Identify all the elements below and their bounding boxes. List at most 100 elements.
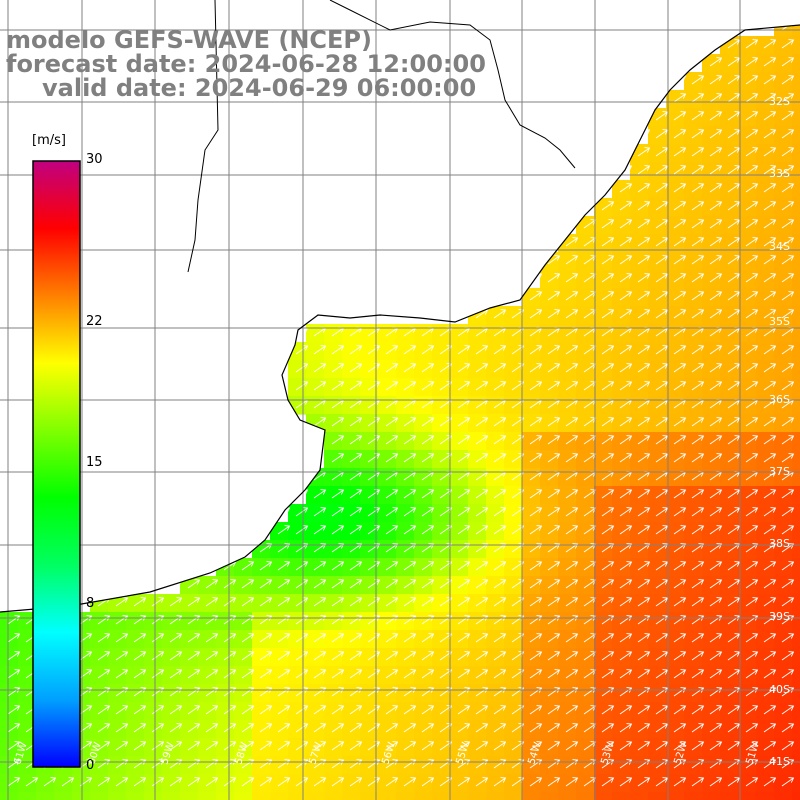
wind-arrow — [565, 615, 579, 625]
wind-arrow — [655, 237, 669, 247]
wind-arrow — [493, 489, 507, 499]
wind-arrow — [277, 705, 291, 715]
wind-arrow — [619, 381, 633, 391]
wind-cell — [666, 108, 685, 127]
wind-cell — [630, 774, 649, 793]
wind-cell — [324, 450, 343, 469]
wind-cell — [288, 720, 307, 739]
wind-cell — [378, 414, 397, 433]
wind-arrow — [349, 381, 363, 391]
wind-cell — [774, 576, 793, 595]
wind-cell — [666, 558, 685, 577]
wind-cell — [540, 576, 559, 595]
wind-cell — [486, 306, 505, 325]
wind-cell — [468, 648, 487, 667]
wind-cell — [684, 72, 703, 91]
wind-arrow — [295, 597, 309, 607]
wind-arrow — [709, 615, 723, 625]
wind-arrow — [223, 777, 237, 787]
wind-cell — [594, 234, 613, 253]
wind-cell — [774, 432, 793, 451]
wind-cell — [630, 198, 649, 217]
wind-cell — [630, 738, 649, 757]
wind-cell — [576, 468, 595, 487]
wind-arrow — [277, 579, 291, 589]
wind-arrow — [349, 363, 363, 373]
wind-cell — [576, 666, 595, 685]
wind-cell — [576, 486, 595, 505]
wind-arrow — [151, 723, 165, 733]
wind-arrow — [781, 759, 795, 769]
wind-arrow — [313, 561, 327, 571]
wind-arrow — [457, 723, 471, 733]
wind-arrow — [781, 741, 795, 751]
wind-cell — [342, 702, 361, 721]
wind-arrow — [151, 741, 165, 751]
wind-cell — [558, 738, 577, 757]
wind-cell — [234, 774, 253, 793]
wind-cell — [702, 522, 721, 541]
wind-arrow — [763, 255, 777, 265]
wind-cell — [630, 360, 649, 379]
wind-arrow — [205, 777, 219, 787]
colorbar-tick-label: 30 — [86, 152, 103, 167]
wind-cell — [594, 648, 613, 667]
wind-cell — [450, 612, 469, 631]
wind-arrow — [313, 489, 327, 499]
wind-cell — [720, 576, 739, 595]
wind-cell — [738, 414, 757, 433]
wind-cell — [792, 666, 800, 685]
wind-cell — [378, 774, 397, 793]
wind-arrow — [727, 309, 741, 319]
wind-cell — [558, 504, 577, 523]
wind-arrow — [475, 381, 489, 391]
wind-cell — [648, 558, 667, 577]
wind-arrow — [655, 417, 669, 427]
wind-cell — [702, 108, 721, 127]
wind-cell — [72, 792, 91, 800]
wind-arrow — [457, 669, 471, 679]
wind-cell — [540, 504, 559, 523]
wind-arrow — [133, 741, 147, 751]
wind-arrow — [655, 777, 669, 787]
wind-cell — [18, 792, 37, 800]
wind-arrow — [763, 525, 777, 535]
wind-cell — [558, 486, 577, 505]
wind-cell — [486, 684, 505, 703]
wind-cell — [522, 576, 541, 595]
wind-arrow — [115, 759, 129, 769]
wind-arrow — [727, 561, 741, 571]
wind-cell — [756, 234, 775, 253]
wind-cell — [468, 522, 487, 541]
wind-arrow — [763, 759, 777, 769]
wind-arrow — [475, 759, 489, 769]
wind-arrow — [349, 453, 363, 463]
wind-cell — [432, 378, 451, 397]
wind-arrow — [637, 363, 651, 373]
colorbar-gradient — [32, 160, 81, 768]
wind-cell — [450, 558, 469, 577]
wind-cell — [666, 612, 685, 631]
wind-cell — [504, 342, 523, 361]
wind-arrow — [331, 363, 345, 373]
wind-cell — [432, 792, 451, 800]
wind-cell — [774, 630, 793, 649]
wind-cell — [738, 756, 757, 775]
wind-cell — [306, 720, 325, 739]
wind-cell — [738, 504, 757, 523]
wind-arrow — [565, 291, 579, 301]
wind-arrow — [331, 507, 345, 517]
wind-arrow — [691, 669, 705, 679]
wind-cell — [720, 684, 739, 703]
wind-cell — [576, 612, 595, 631]
wind-arrow — [691, 489, 705, 499]
wind-cell — [702, 594, 721, 613]
wind-arrow — [187, 705, 201, 715]
wind-arrow — [637, 147, 651, 157]
wind-arrow — [781, 525, 795, 535]
wind-cell — [378, 378, 397, 397]
wind-cell — [432, 594, 451, 613]
wind-cell — [738, 288, 757, 307]
wind-cell — [702, 342, 721, 361]
wind-cell — [702, 540, 721, 559]
